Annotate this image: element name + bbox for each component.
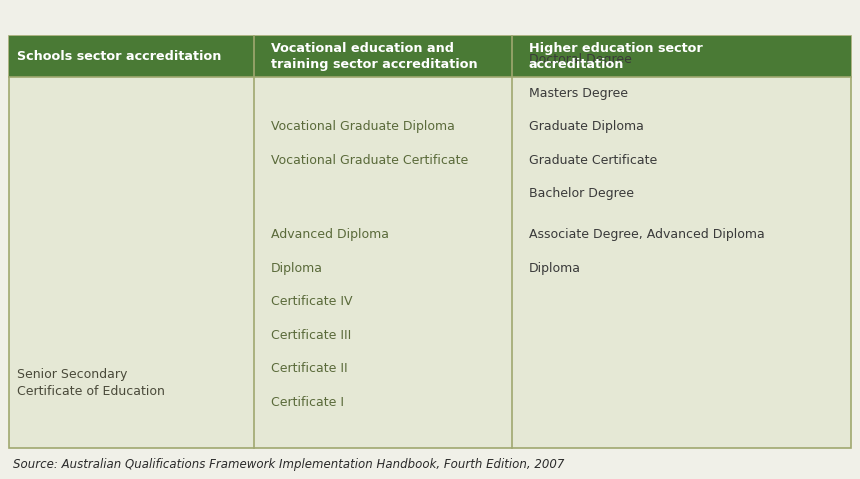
Text: Graduate Diploma: Graduate Diploma [529, 120, 644, 134]
Text: Certificate IV: Certificate IV [271, 295, 353, 308]
Text: Associate Degree, Advanced Diploma: Associate Degree, Advanced Diploma [529, 228, 765, 241]
Text: Masters Degree: Masters Degree [529, 87, 628, 100]
Text: Doctoral Degree: Doctoral Degree [529, 53, 632, 67]
Text: Graduate Certificate: Graduate Certificate [529, 154, 657, 167]
Text: Vocational Graduate Diploma: Vocational Graduate Diploma [271, 120, 455, 134]
Text: Vocational education and
training sector accreditation: Vocational education and training sector… [271, 42, 477, 71]
Text: Bachelor Degree: Bachelor Degree [529, 187, 634, 201]
Text: Diploma: Diploma [529, 262, 580, 275]
Text: Certificate I: Certificate I [271, 396, 344, 409]
FancyBboxPatch shape [9, 36, 851, 77]
FancyBboxPatch shape [9, 36, 851, 448]
Text: Certificate II: Certificate II [271, 362, 347, 376]
Text: Schools sector accreditation: Schools sector accreditation [17, 50, 222, 63]
Text: Senior Secondary
Certificate of Education: Senior Secondary Certificate of Educatio… [17, 368, 165, 398]
Text: Certificate III: Certificate III [271, 329, 351, 342]
Text: Diploma: Diploma [271, 262, 322, 275]
Text: Higher education sector
accreditation: Higher education sector accreditation [529, 42, 703, 71]
Text: Advanced Diploma: Advanced Diploma [271, 228, 389, 241]
Text: Vocational Graduate Certificate: Vocational Graduate Certificate [271, 154, 468, 167]
Text: Source: Australian Qualifications Framework Implementation Handbook, Fourth Edit: Source: Australian Qualifications Framew… [13, 458, 564, 471]
